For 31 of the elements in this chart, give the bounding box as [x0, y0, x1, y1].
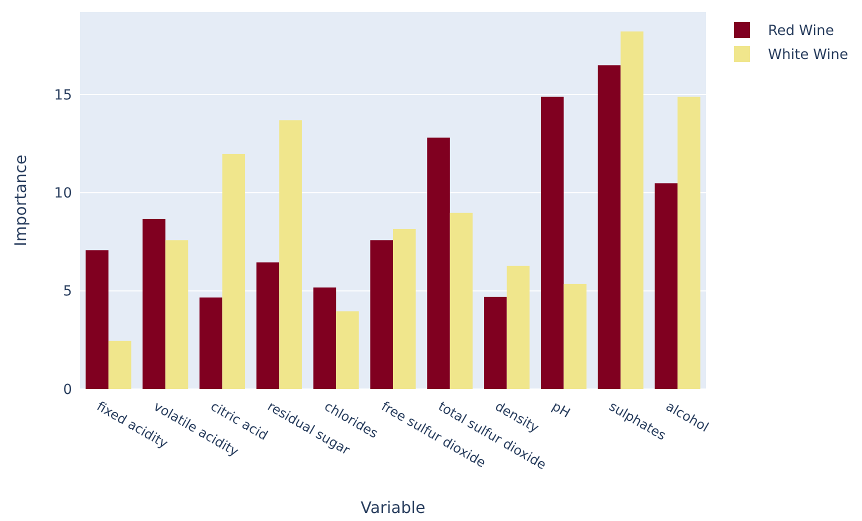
bar: [108, 340, 132, 389]
bar: [86, 250, 108, 389]
y-tick-label: 15: [54, 87, 72, 104]
bar: [336, 311, 359, 389]
y-tick-label: 0: [63, 382, 72, 398]
y-tick-label: 5: [63, 284, 72, 300]
x-axis-title: Variable: [360, 498, 426, 517]
bar: [620, 31, 644, 389]
bar: [564, 284, 586, 389]
bar: [256, 262, 280, 389]
bar: [427, 138, 450, 389]
bar: [484, 296, 507, 389]
bar: [222, 154, 246, 389]
bar: [540, 96, 564, 389]
bar: [450, 212, 473, 389]
legend-label: Red Wine: [768, 22, 834, 39]
bar: [165, 240, 188, 389]
bar: [200, 298, 222, 389]
y-axis-title: Importance: [11, 154, 30, 246]
bar: [313, 287, 336, 389]
x-tick-label: pH: [549, 399, 572, 422]
bar: [654, 183, 678, 389]
bar: [370, 240, 393, 389]
bar: [279, 120, 302, 389]
bar: [393, 228, 416, 389]
bar: [506, 266, 530, 389]
bar: [678, 96, 700, 389]
y-tick-label: 10: [54, 186, 72, 202]
bar: [598, 65, 621, 389]
bar: [142, 218, 166, 389]
legend-label: White Wine: [768, 46, 848, 63]
